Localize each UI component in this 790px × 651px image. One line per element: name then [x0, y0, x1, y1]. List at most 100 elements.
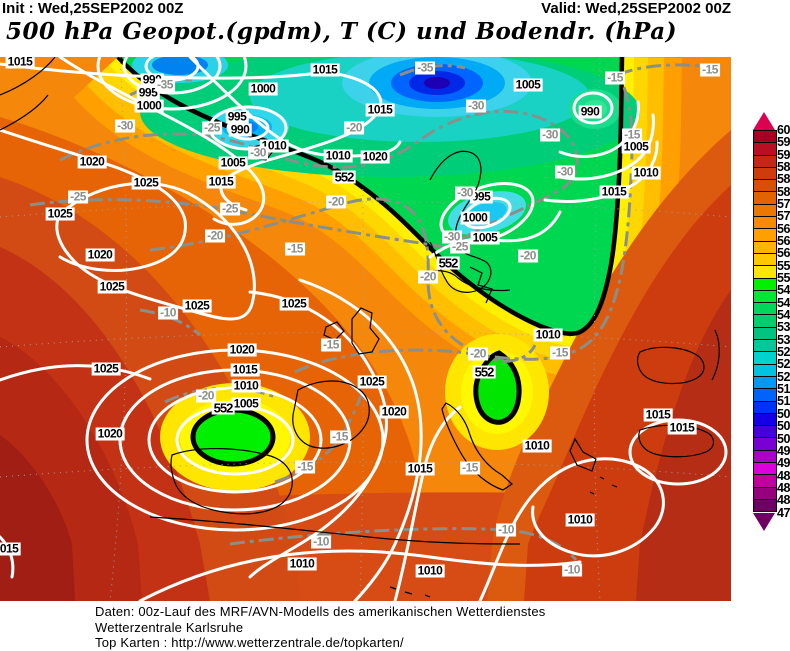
pressure-label: 1020 — [77, 154, 107, 169]
temperature-label: -20 — [418, 269, 438, 284]
legend-cell — [754, 155, 776, 168]
pressure-label: 1010 — [631, 165, 661, 180]
legend-cell — [754, 229, 776, 242]
legend-value-label: 588 — [777, 160, 790, 175]
pressure-label: 1015 — [206, 174, 236, 189]
legend-cell — [754, 376, 776, 390]
pressure-label: 1025 — [357, 374, 387, 389]
temperature-label: -25 — [450, 239, 470, 254]
legend-cell — [754, 131, 776, 144]
pressure-label: 1010 — [522, 438, 552, 453]
pressure-label: 1025 — [279, 296, 309, 311]
temperature-label: -15 — [550, 345, 570, 360]
temperature-label: -15 — [295, 459, 315, 474]
legend-cell — [754, 217, 776, 230]
pressure-label: 1010 — [323, 148, 353, 163]
temperature-label: -25 — [68, 189, 88, 204]
legend-value-label: 528 — [777, 345, 790, 360]
legend-value-label: 520 — [777, 369, 790, 384]
pressure-label: 1015 — [365, 102, 395, 117]
temperature-label: -30 — [248, 145, 268, 160]
header: Init : Wed,25SEP2002 00Z Valid: Wed,25SE… — [2, 0, 731, 20]
legend-value-label: 500 — [777, 431, 790, 446]
pressure-label: 1000 — [460, 210, 490, 225]
legend-cell — [754, 180, 776, 193]
temperature-label: -30 — [455, 185, 475, 200]
temperature-label: -25 — [220, 201, 240, 216]
legend-value-label: 552 — [777, 271, 790, 286]
legend-value-label: 476 — [777, 505, 790, 520]
legend-cell — [754, 463, 776, 476]
pressure-label: 1015 — [0, 542, 21, 556]
temperature-label: -35 — [155, 77, 175, 92]
legend-cell — [754, 499, 776, 512]
temperature-label: -15 — [700, 62, 720, 77]
legend-value-label: 572 — [777, 209, 790, 224]
pressure-label: 1015 — [230, 362, 260, 377]
legend-cell — [754, 143, 776, 156]
pressure-label: 1015 — [405, 461, 435, 476]
pressure-label: 1020 — [227, 342, 257, 357]
legend-value-label: 548 — [777, 283, 790, 298]
footer: Daten: 00z-Lauf des MRF/AVN-Modells des … — [95, 604, 545, 651]
legend-value-label: 592 — [777, 147, 790, 162]
pressure-label: 1015 — [5, 57, 35, 69]
pressure-label: 995 — [469, 189, 493, 204]
legend-cell — [754, 487, 776, 500]
pressure-label: 1005 — [218, 155, 248, 170]
valid-time-label: Valid: Wed,25SEP2002 00Z — [541, 0, 731, 17]
legend-value-label: 544 — [777, 295, 790, 310]
legend-cell — [754, 204, 776, 218]
pressure-label: 1010 — [565, 512, 595, 527]
temperature-label: -15 — [460, 460, 480, 475]
coastlines — [0, 57, 720, 598]
pressure-label: 1010 — [231, 378, 261, 393]
pressure-label: 1010 — [287, 556, 317, 571]
pressure-label: 1015 — [310, 62, 340, 77]
pressure-label: 990 — [578, 104, 602, 119]
legend-value-label: 484 — [777, 480, 790, 495]
legend-cell — [754, 438, 776, 451]
weather-map: 1015 1015 1000 990 995 1000 1015 995 990 1010 1005… — [0, 57, 731, 601]
temperature-label: -10 — [496, 522, 516, 537]
legend-value-label: 488 — [777, 468, 790, 483]
pressure-label: 1020 — [360, 149, 390, 164]
pressure-label: 1020 — [85, 247, 115, 262]
legend-cell — [754, 253, 776, 267]
legend-cell — [754, 450, 776, 464]
pressure-label: 1025 — [45, 206, 75, 221]
pressure-label: 1000 — [248, 81, 278, 96]
legend-value-label: 480 — [777, 493, 790, 508]
pressure-label: 1015 — [667, 420, 697, 435]
legend-cell — [754, 192, 776, 205]
legend-cell — [754, 340, 776, 353]
legend-value-label: 576 — [777, 197, 790, 212]
temperature-label: -20 — [344, 120, 364, 135]
temperature-label: -20 — [468, 346, 488, 361]
legend-value-label: 596 — [777, 135, 790, 150]
legend-cell — [754, 278, 776, 291]
legend-cell — [754, 167, 776, 181]
geopotential-label: 552 — [332, 169, 356, 185]
legend-cell — [754, 303, 776, 316]
pressure-label: 1025 — [97, 279, 127, 294]
geopotential-label: 552 — [211, 400, 235, 416]
legend-value-label: 496 — [777, 443, 790, 458]
footer-data-source: Daten: 00z-Lauf des MRF/AVN-Modells des … — [95, 604, 546, 619]
legend-cell — [754, 241, 776, 254]
pressure-label: 1025 — [131, 175, 161, 190]
pressure-label: 1015 — [599, 184, 629, 199]
temperature-label: -35 — [415, 60, 435, 75]
temperature-label: -10 — [158, 305, 178, 320]
temperature-label: -15 — [330, 429, 350, 444]
pressure-label: 990 — [228, 122, 252, 137]
temperature-label: -30 — [466, 98, 486, 113]
pressure-label: 1005 — [621, 139, 651, 154]
pressure-label: 1025 — [91, 361, 121, 376]
temperature-label: -15 — [605, 70, 625, 85]
legend-cell — [754, 413, 776, 427]
legend-cell — [754, 315, 776, 328]
legend-value-label: 584 — [777, 172, 790, 187]
pressure-label: 1005 — [231, 396, 261, 411]
